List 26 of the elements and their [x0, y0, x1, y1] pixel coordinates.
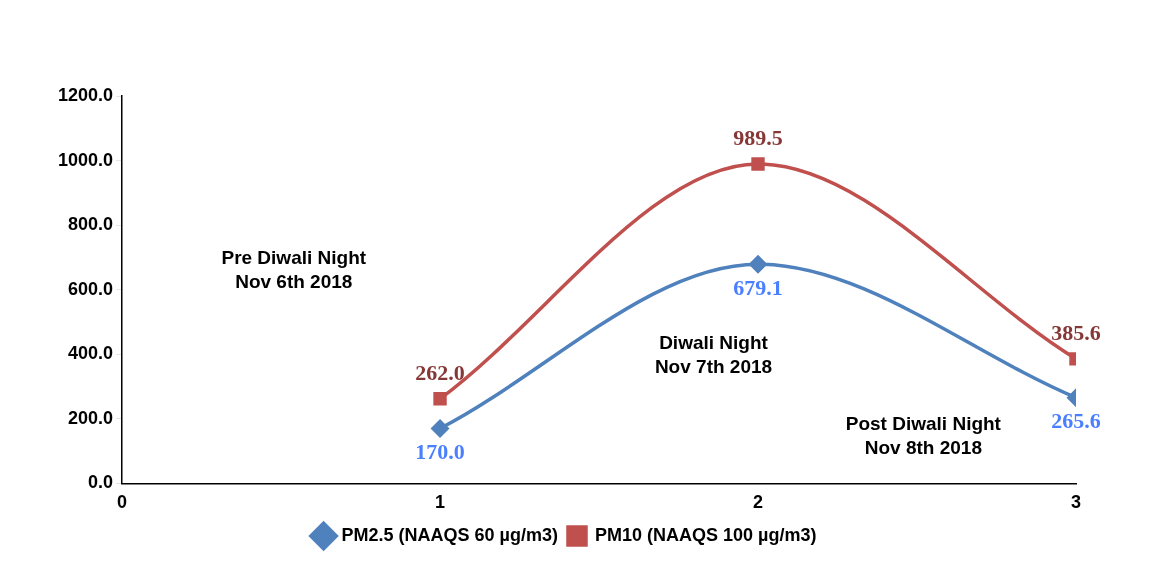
annotation: Post Diwali Night Nov 8th 2018: [845, 413, 1002, 459]
y-tick-label: 400.0: [68, 343, 114, 364]
point: [751, 157, 765, 171]
point: [749, 255, 767, 273]
data-label: 170.0: [415, 439, 465, 465]
x-tick-label: 3: [1070, 492, 1082, 513]
y-tick-label: 200.0: [68, 407, 114, 428]
x-tick-label: 1: [435, 492, 446, 513]
legend-label: PM10 (NAAQS 100 µg/m3): [595, 524, 817, 545]
annotation: Pre Diwali Night Nov 6th 2018: [221, 246, 367, 292]
y-tick-label: 1200.0: [57, 84, 114, 105]
data-label: 385.6: [1051, 319, 1101, 345]
x-tick-label: 2: [753, 492, 764, 513]
legend-label: PM2.5 (NAAQS 60 µg/m3): [341, 524, 558, 545]
point: [431, 419, 449, 438]
data-label: 262.0: [415, 359, 465, 385]
data-label: 679.1: [733, 274, 783, 300]
point: [433, 392, 447, 406]
y-tick-label: 1000.0: [57, 149, 114, 170]
y-tick-label: 600.0: [68, 278, 114, 299]
data-label: 265.6: [1051, 408, 1101, 434]
annotation: Diwali Night Nov 7th 2018: [654, 331, 773, 377]
y-tick-label: 0.0: [88, 472, 114, 493]
x-tick-label: 0: [117, 492, 128, 513]
y-tick-label: 800.0: [68, 214, 114, 235]
data-label: 989.5: [733, 124, 783, 150]
